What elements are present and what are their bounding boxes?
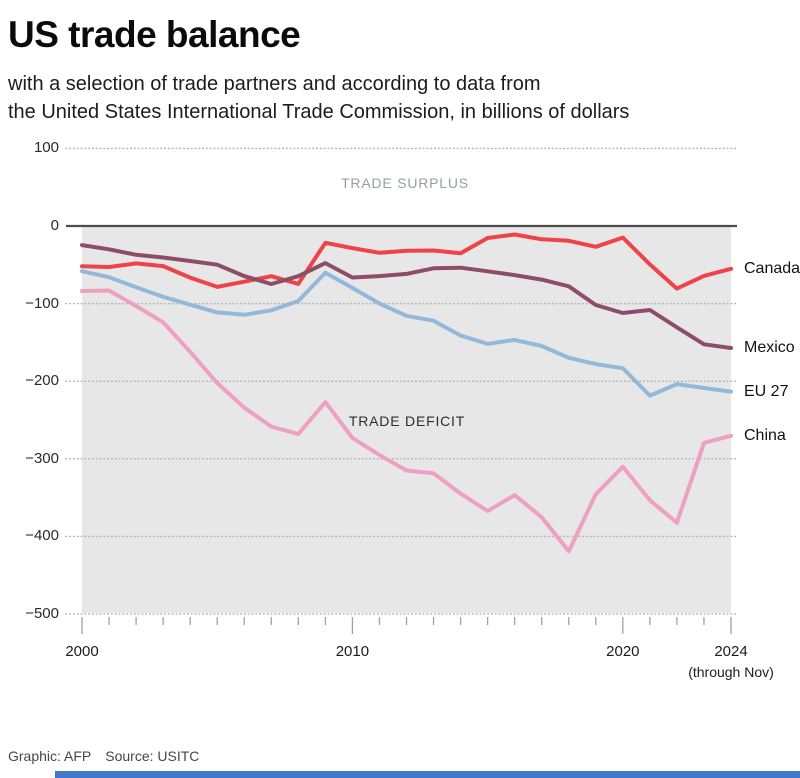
source-credit: Source: USITC <box>105 748 200 764</box>
x-axis-note: (through Nov) <box>688 664 774 680</box>
bottom-accent-bar <box>55 771 800 778</box>
y-tick-label: 100 <box>33 139 59 157</box>
subtitle-line-2: the United States International Trade Co… <box>8 101 630 123</box>
trade-surplus-annotation: TRADE SURPLUS <box>341 175 469 191</box>
series-label-eu-27: EU 27 <box>744 382 789 400</box>
x-tick-label: 2000 <box>65 643 99 660</box>
page-title: US trade balance <box>8 14 301 55</box>
x-tick-label: 2010 <box>335 643 370 660</box>
line-mexico <box>80 243 733 350</box>
line-eu-27 <box>80 269 733 398</box>
subtitle-line-1: with a selection of trade partners and a… <box>8 73 541 95</box>
series-label-canada: Canada <box>744 259 800 277</box>
y-tick-label: −300 <box>25 449 59 467</box>
y-tick-label: −500 <box>25 605 59 622</box>
y-tick-label: −200 <box>25 372 59 390</box>
line-canada <box>80 232 733 291</box>
x-tick-label: 2024 <box>714 643 748 660</box>
chart-subtitle: with a selection of trade partners and a… <box>8 70 629 126</box>
x-tick-label: 2020 <box>606 643 640 660</box>
trade-deficit-annotation: TRADE DEFICIT <box>348 413 466 429</box>
y-tick-label: −100 <box>25 294 59 312</box>
footer-credit: Graphic: AFP Source: USITC <box>8 748 213 764</box>
y-tick-label: −400 <box>25 527 59 545</box>
series-label-china: China <box>744 426 786 444</box>
y-tick-label: 0 <box>50 217 59 234</box>
graphic-credit: Graphic: AFP <box>8 748 92 764</box>
series-label-mexico: Mexico <box>744 338 795 356</box>
